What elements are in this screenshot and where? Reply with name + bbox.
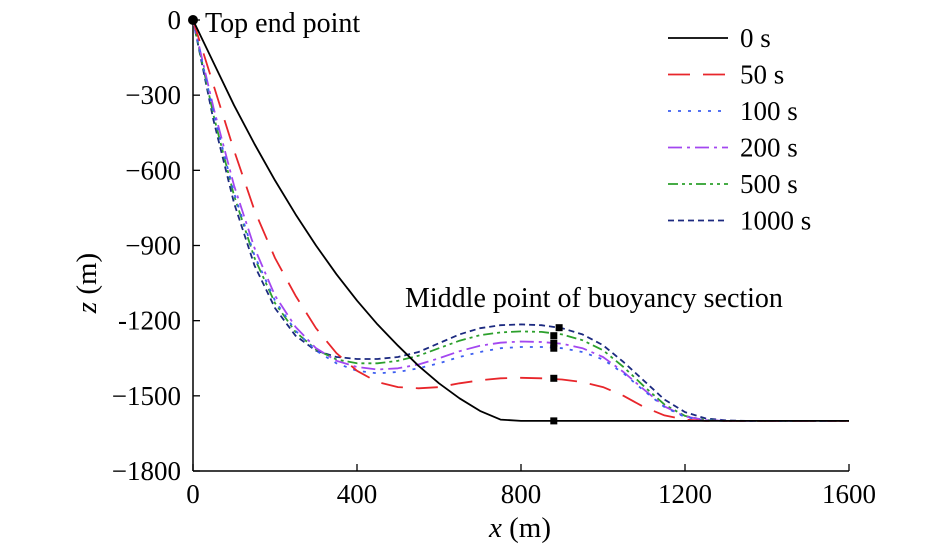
legend: 0 s 50 s 100 s 200 s 500 s 1000 s: [668, 23, 811, 236]
y-tick-label: −600: [125, 155, 181, 185]
annotation-middle-point: Middle point of buoyancy section: [405, 283, 783, 314]
y-tick-label: −1800: [112, 456, 181, 486]
marker-middle-point-1000s: [555, 324, 563, 332]
marker-middle-point-100s: [550, 344, 558, 352]
marker-middle-point-500s: [550, 332, 558, 340]
y-axis-title: z (m): [71, 253, 103, 314]
marker-middle-point-0s: [550, 417, 558, 425]
y-tick-label: −1500: [112, 381, 181, 411]
y-tick-label: −300: [125, 80, 181, 110]
annotation-top-end-point: Top end point: [205, 8, 360, 39]
series-line-1000s: [192, 19, 849, 422]
legend-label-50s: 50 s: [740, 60, 784, 90]
x-tick-label: 800: [501, 479, 542, 509]
markers-layer: [188, 15, 563, 425]
marker-middle-point-200s: [550, 339, 558, 347]
y-tick-label: 0: [168, 5, 182, 35]
series-line-0s: [192, 19, 849, 422]
legend-label-200s: 200 s: [740, 133, 798, 163]
x-axis-unit: (m): [502, 512, 551, 544]
legend-label-500s: 500 s: [740, 169, 798, 199]
marker-top-end-point: [188, 15, 198, 25]
y-tick-label: −900: [125, 231, 181, 261]
legend-label-100s: 100 s: [740, 96, 798, 126]
x-tick-label: 400: [337, 479, 378, 509]
y-axis-unit: (m): [71, 253, 103, 302]
legend-label-1000s: 1000 s: [740, 206, 811, 236]
x-axis-variable: x: [488, 512, 502, 544]
y-axis-variable: z: [71, 302, 103, 314]
series-line-50s: [192, 19, 849, 422]
series-layer: [192, 19, 849, 422]
series-line-100s: [192, 19, 849, 422]
axes: 0 400 800 1200 1600 0 −300 −600 −900 -1200 −1500 −1…: [112, 5, 876, 509]
x-axis-title: x (m): [488, 512, 551, 544]
legend-label-0s: 0 s: [740, 23, 771, 53]
x-tick-label: 0: [186, 479, 200, 509]
x-tick-label: 1600: [822, 479, 876, 509]
y-tick-label: -1200: [118, 306, 181, 336]
marker-middle-point-50s: [550, 374, 558, 382]
x-tick-label: 1200: [658, 479, 712, 509]
